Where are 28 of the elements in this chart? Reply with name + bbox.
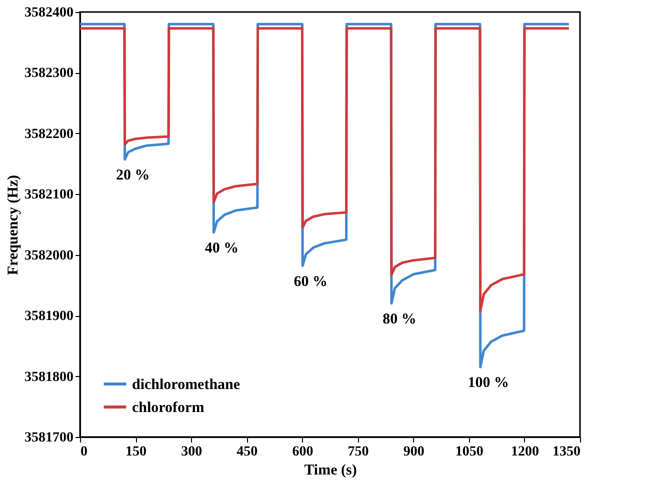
x-tick-label: 0	[80, 444, 88, 460]
legend-label: dichloromethane	[132, 377, 240, 393]
annotation: 80 %	[382, 311, 416, 328]
y-tick-label: 3582000	[24, 248, 74, 264]
x-tick-label: 150	[126, 444, 147, 460]
y-tick-label: 3581800	[24, 370, 74, 385]
annotation: 60 %	[294, 274, 328, 290]
y-tick-label: 3581900	[24, 309, 74, 324]
y-tick-label: 3582300	[24, 66, 74, 82]
x-tick-label: 750	[348, 444, 369, 460]
annotation: 100 %	[468, 375, 509, 392]
y-tick-label: 3582100	[24, 188, 74, 203]
x-tick-label: 1350	[552, 444, 580, 460]
x-tick-label: 450	[236, 444, 258, 460]
annotation: 20 %	[116, 168, 150, 184]
y-tick-label: 3582200	[24, 126, 74, 142]
x-tick-label: 600	[292, 444, 314, 460]
y-tick-label: 3582400	[24, 6, 74, 20]
y-tick-label: 3581700	[24, 430, 74, 446]
x-tick-label: 300	[181, 444, 202, 460]
annotation: 40 %	[204, 240, 239, 256]
legend-label: chloroform	[132, 400, 205, 416]
x-tick-label: 1050	[455, 444, 484, 460]
x-tick-label: 1200	[510, 444, 539, 460]
y-axis-title: Frequency (Hz)	[6, 174, 22, 276]
x-axis-title: Time (s)	[304, 462, 357, 478]
line-series	[78, 27, 570, 312]
x-tick-label: 900	[403, 444, 424, 460]
